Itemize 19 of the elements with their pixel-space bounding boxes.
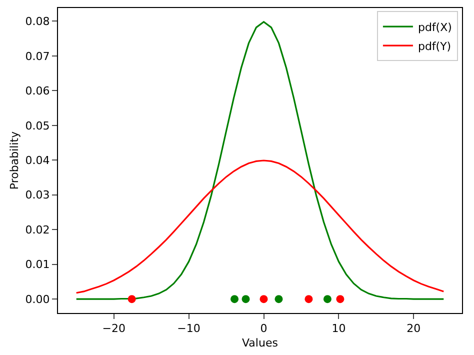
line-series (76, 160, 444, 294)
y-tick-label: 0.06 (25, 84, 50, 98)
y-tick-label: 0.02 (25, 223, 50, 236)
y-tick-label: 0.05 (25, 119, 50, 132)
x-tick-label: −20 (102, 322, 126, 336)
y-tick-label: 0.07 (25, 50, 50, 63)
legend-label: pdf(X) (418, 20, 452, 34)
x-tick-label: −10 (177, 322, 200, 336)
x-tick-label: 10 (332, 322, 346, 336)
y-axis-title: Probability (8, 130, 21, 190)
x-axis-title: Values (242, 336, 278, 350)
x-tick-label: 20 (406, 322, 421, 336)
y-tick-label: 0.03 (25, 188, 50, 202)
legend-label: pdf(Y) (418, 40, 452, 53)
y-tick-label: 0.00 (25, 292, 50, 306)
y-tick-label: 0.08 (25, 15, 50, 28)
x-tick-label: 0 (260, 322, 268, 336)
y-tick-label: 0.01 (25, 258, 50, 272)
y-tick-label: 0.04 (25, 154, 50, 167)
